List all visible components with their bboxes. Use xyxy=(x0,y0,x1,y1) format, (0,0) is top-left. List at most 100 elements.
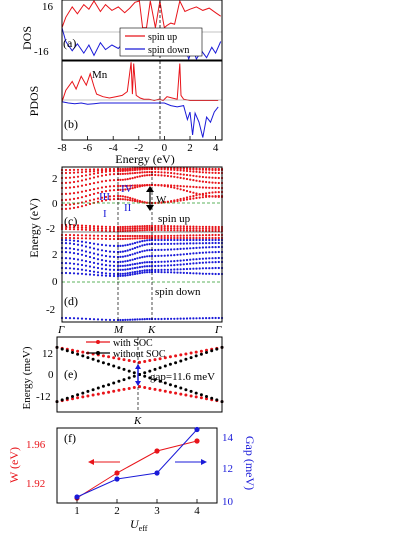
spin-down-band-dot xyxy=(179,242,182,245)
spin-up-band-dot xyxy=(96,225,100,228)
spin-up-band-dot xyxy=(195,175,198,178)
spin-up-band-dot xyxy=(108,229,112,232)
spin-up-band-dot xyxy=(133,225,137,228)
spin-up-band-dot xyxy=(76,191,80,194)
spin-down-band-dot xyxy=(157,242,160,246)
spin-up-band-dot xyxy=(192,229,195,232)
spin-up-band-dot xyxy=(76,224,80,227)
spin-up-band-dot xyxy=(84,228,88,231)
spin-up-band-dot xyxy=(133,171,137,175)
panel-f-right-arrow-head xyxy=(201,459,207,465)
spin-down-band-dot xyxy=(143,269,146,272)
spin-up-band-dot xyxy=(170,229,173,232)
spin-up-band-dot xyxy=(104,225,108,228)
nosoc-band-dot xyxy=(117,379,121,383)
spin-down-band-dot xyxy=(76,258,80,261)
spin-down-band-dot xyxy=(129,273,132,276)
panel-b-xtick-label: 4 xyxy=(213,142,219,154)
spin-down-band-dot xyxy=(170,248,173,251)
spin-down-band-dot xyxy=(154,264,157,268)
spin-down-band-dot xyxy=(141,265,144,268)
spin-up-band-dot xyxy=(143,225,146,228)
spin-down-band-dot xyxy=(143,255,146,258)
spin-up-band-dot xyxy=(150,224,154,228)
spin-down-band-dot xyxy=(96,262,100,265)
spin-up-band-dot xyxy=(76,180,80,183)
spin-down-band-dot xyxy=(131,263,134,266)
panel-d-ytick-2: 2 xyxy=(52,249,58,261)
spin-up-band-dot xyxy=(92,176,96,179)
nosoc-band-dot xyxy=(107,383,111,387)
spin-up-band-dot xyxy=(189,234,192,237)
spin-down-band-dot xyxy=(141,318,144,321)
spin-down-band-dot xyxy=(124,255,127,258)
spin-up-band-dot xyxy=(208,191,211,194)
spin-down-band-dot xyxy=(129,267,132,270)
spin-up-band-dot xyxy=(119,184,122,188)
spin-up-band-dot xyxy=(182,234,185,237)
spin-up-band-dot xyxy=(72,186,76,189)
nosoc-band-dot xyxy=(215,347,219,351)
spin-down-band-dot xyxy=(148,271,151,274)
spin-down-band-dot xyxy=(205,246,208,249)
spin-down-band-dot xyxy=(201,317,204,320)
spin-up-band-dot xyxy=(201,196,204,199)
spin-up-band-dot xyxy=(201,186,204,189)
spin-up-band-dot xyxy=(80,171,84,174)
spin-down-band-dot xyxy=(201,267,204,270)
soc-band-dot xyxy=(194,350,198,354)
spin-up-band-dot xyxy=(146,234,149,238)
spin-down-band-dot xyxy=(96,318,100,321)
spin-down-band-dot xyxy=(148,261,151,264)
nosoc-band-dot xyxy=(143,374,147,378)
spin-up-band-dot xyxy=(131,184,134,187)
spin-up-band-dot xyxy=(189,167,192,170)
panel-f-series-w xyxy=(76,440,198,499)
spin-up-band-dot xyxy=(208,167,211,170)
spin-up-band-dot xyxy=(108,195,112,198)
panel-e-legend-nosoc-marker xyxy=(96,351,100,355)
spin-up-band-dot xyxy=(166,171,169,174)
spin-up-band-dot xyxy=(68,233,72,237)
spin-down-band-dot xyxy=(214,251,217,254)
panel-b-xtick-label: 0 xyxy=(162,142,168,154)
panel-cd-ylabel: Energy (eV) xyxy=(27,198,41,257)
spin-up-band-dot xyxy=(163,171,166,174)
panel-c-ytick-2: 2 xyxy=(52,173,58,185)
nosoc-band-dot xyxy=(132,371,136,375)
spin-down-band-dot xyxy=(119,318,122,322)
spin-down-band-dot xyxy=(166,254,169,257)
panel-f-frame xyxy=(56,427,218,504)
spin-down-band-dot xyxy=(80,244,84,247)
spin-up-band-dot xyxy=(214,233,217,237)
spin-up-band-dot xyxy=(143,227,146,230)
spin-down-band-dot xyxy=(138,240,141,243)
spin-down-band-dot xyxy=(138,262,141,265)
spin-up-band-dot xyxy=(124,172,127,175)
spin-up-band-dot xyxy=(104,185,108,188)
spin-down-band-dot xyxy=(176,242,179,245)
spin-up-band-dot xyxy=(100,196,104,199)
spin-up-band-dot xyxy=(129,187,132,190)
panel-a-ytick-bottom: -16 xyxy=(34,46,49,58)
spin-up-band-dot xyxy=(192,194,195,198)
spin-down-band-dot xyxy=(173,254,176,257)
spin-up-band-dot xyxy=(211,236,214,240)
spin-up-band-dot xyxy=(143,237,146,240)
spin-down-band-dot xyxy=(68,262,72,265)
spin-down-band-dot xyxy=(112,264,116,267)
spin-down-band-dot xyxy=(138,245,141,248)
spin-down-band-dot xyxy=(185,271,189,275)
spin-down-band-dot xyxy=(198,272,201,275)
spin-down-band-dot xyxy=(126,318,129,321)
spin-up-band-dot xyxy=(100,190,104,193)
spin-up-band-dot xyxy=(92,237,96,240)
spin-up-band-dot xyxy=(176,236,179,240)
spin-up-band-dot xyxy=(119,188,122,191)
spin-down-band-dot xyxy=(64,251,68,254)
spin-down-band-dot xyxy=(166,268,169,271)
spin-up-band-dot xyxy=(138,229,141,232)
spin-up-band-dot xyxy=(141,184,144,187)
spin-up-band-dot xyxy=(88,193,92,197)
spin-down-band-dot xyxy=(157,264,160,267)
